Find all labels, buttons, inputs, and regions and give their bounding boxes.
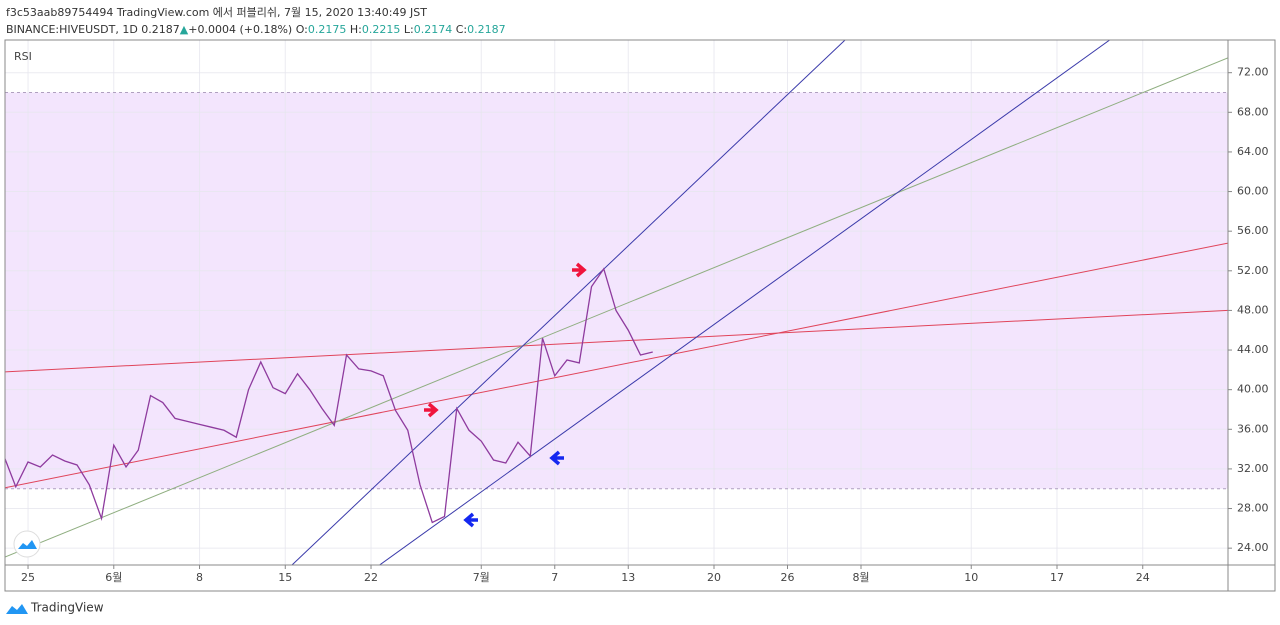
y-tick-label: 68.00: [1237, 105, 1269, 118]
trend-line: [5, 242, 1228, 489]
x-tick-label: 8: [196, 571, 203, 584]
rsi-band: [5, 92, 1228, 489]
trend-line: [379, 40, 1110, 565]
x-tick-label: 25: [21, 571, 35, 584]
y-tick-label: 60.00: [1237, 185, 1269, 198]
quote-line: BINANCE:HIVEUSDT, 1D 0.2187▲+0.0004 (+0.…: [6, 21, 506, 38]
y-tick-label: 40.00: [1237, 383, 1269, 396]
x-tick-label: 17: [1050, 571, 1064, 584]
arrow: [549, 450, 564, 466]
x-tick-label: 7: [551, 571, 558, 584]
header: f3c53aab89754494 TradingView.com 에서 퍼블리쉬…: [6, 4, 506, 38]
y-tick-label: 72.00: [1237, 66, 1269, 79]
y-tick-label: 28.00: [1237, 502, 1269, 515]
x-tick-label: 8월: [852, 571, 869, 584]
ohlc-h: H:: [349, 23, 362, 36]
x-tick-label: 22: [364, 571, 378, 584]
footer-logo: [6, 604, 28, 614]
corner-logo: [13, 530, 41, 558]
frame: [4, 39, 1276, 592]
symbol: BINANCE:HIVEUSDT, 1D: [6, 23, 138, 36]
y-tick-label: 36.00: [1237, 422, 1269, 435]
x-tick-label: 13: [621, 571, 635, 584]
trend-line: [291, 40, 846, 565]
x-tick-label: 20: [707, 571, 721, 584]
x-tick-label: 10: [964, 571, 978, 584]
x-tick-label: 6월: [105, 571, 122, 584]
ohlc-l: L:: [403, 23, 414, 36]
up-arrow: ▲: [179, 23, 189, 36]
y-tick-label: 24.00: [1237, 541, 1269, 554]
y-tick-label: 52.00: [1237, 264, 1269, 277]
x-tick-label: 26: [781, 571, 795, 584]
x-tick-label: 15: [278, 571, 292, 584]
y-tick-label: 56.00: [1237, 224, 1269, 237]
footer-brand: TradingView: [30, 601, 104, 615]
ohlc-c-value: 0.2187: [467, 23, 506, 36]
change: +0.0004 (+0.18%): [188, 23, 293, 36]
price: 0.2187: [141, 23, 180, 36]
arrow: [424, 402, 439, 418]
rsi-line: [5, 267, 653, 524]
x-tick-label: 7월: [473, 571, 490, 584]
x-tick-label: 24: [1136, 571, 1150, 584]
y-tick-label: 44.00: [1237, 343, 1269, 356]
trend-line: [5, 57, 1228, 558]
trend-line: [5, 309, 1228, 373]
annotation-arrows: [424, 262, 587, 528]
ohlc-o-value: 0.2175: [307, 23, 347, 36]
ohlc-l-value: 0.2174: [413, 23, 453, 36]
y-tick-label: 48.00: [1237, 303, 1269, 316]
arrow: [572, 262, 587, 278]
ohlc-h-value: 0.2215: [361, 23, 401, 36]
y-tick-label: 64.00: [1237, 145, 1269, 158]
series-label: RSI: [14, 50, 32, 63]
ohlc-c: C:: [455, 23, 468, 36]
y-tick-label: 32.00: [1237, 462, 1269, 475]
publish-line: f3c53aab89754494 TradingView.com 에서 퍼블리쉬…: [6, 6, 427, 19]
arrow: [463, 512, 478, 528]
ohlc-o: O:: [295, 23, 308, 36]
plot-area: [5, 40, 1228, 565]
